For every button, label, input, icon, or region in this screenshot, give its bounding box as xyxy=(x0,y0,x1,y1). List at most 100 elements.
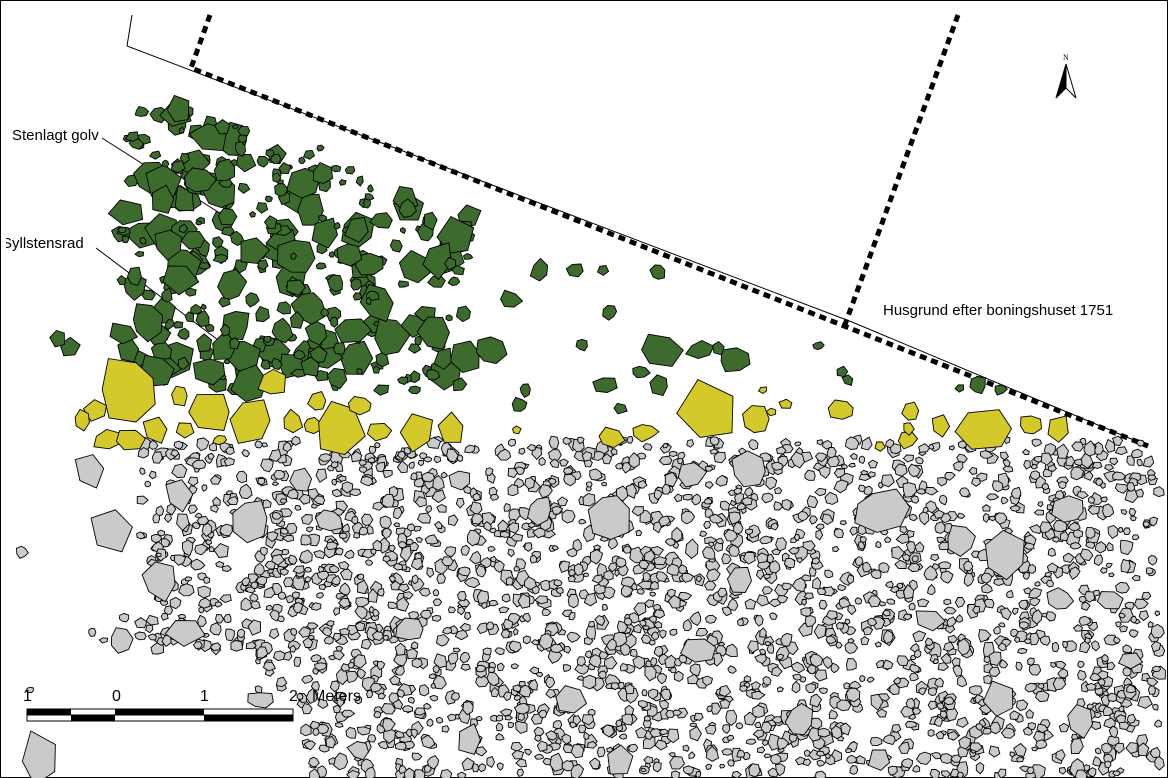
stone-other xyxy=(722,724,731,734)
stone-other xyxy=(141,561,176,603)
stone-other xyxy=(874,641,882,648)
stone-other xyxy=(978,629,992,643)
stone-other xyxy=(1016,647,1028,654)
stone-other xyxy=(958,736,971,750)
stone-other xyxy=(487,666,496,674)
stone-other xyxy=(955,614,964,623)
stone-other xyxy=(593,544,602,551)
stone-other xyxy=(452,647,461,653)
stone-other xyxy=(1137,742,1150,757)
stone-paved-floor xyxy=(338,179,347,186)
stone-other xyxy=(776,686,785,693)
stone-other xyxy=(504,715,514,721)
stone-other xyxy=(581,450,593,462)
stone-other xyxy=(529,554,538,564)
stone-other xyxy=(804,615,816,628)
stone-paved-floor xyxy=(132,303,164,343)
stone-other xyxy=(1152,703,1159,711)
stone-other xyxy=(136,531,146,540)
stone-other xyxy=(581,714,595,726)
stone-other xyxy=(382,634,390,641)
stone-paved-floor xyxy=(219,323,230,337)
stone-paved-floor xyxy=(365,296,372,306)
stone-other xyxy=(1091,461,1103,469)
stone-paved-floor xyxy=(399,227,406,234)
stone-other xyxy=(667,594,681,609)
stone-other xyxy=(797,510,809,522)
stone-other xyxy=(771,716,783,724)
stone-other xyxy=(1109,457,1119,466)
stone-paved-floor xyxy=(116,275,127,286)
stone-sill xyxy=(874,441,886,452)
stone-sill xyxy=(171,385,188,407)
stone-other xyxy=(388,544,396,553)
stone-other xyxy=(970,477,981,487)
stone-other xyxy=(877,482,884,489)
stone-paved-floor xyxy=(596,265,610,276)
stone-paved-floor xyxy=(613,402,628,415)
stone-sill xyxy=(347,396,372,416)
stone-other xyxy=(410,472,418,481)
stone-paved-floor xyxy=(124,131,140,142)
stone-other xyxy=(335,645,344,652)
stone-other xyxy=(859,675,866,683)
stone-other xyxy=(781,582,792,591)
stone-other xyxy=(704,724,717,735)
stone-other xyxy=(706,705,713,713)
stone-other xyxy=(1118,612,1126,619)
stone-other xyxy=(205,539,213,546)
stone-sill xyxy=(1020,415,1042,435)
stone-other xyxy=(1150,640,1162,653)
stone-other xyxy=(681,573,695,583)
stone-paved-floor xyxy=(330,316,339,328)
stone-other xyxy=(664,654,678,669)
stone-other xyxy=(927,729,935,737)
stone-other xyxy=(296,692,304,700)
stone-other xyxy=(589,548,604,565)
stone-other xyxy=(510,533,524,542)
stone-other xyxy=(1052,536,1061,543)
stone-other xyxy=(524,576,537,591)
stone-other xyxy=(329,680,340,693)
stone-other xyxy=(1034,581,1041,587)
stone-other xyxy=(432,665,440,674)
stone-other xyxy=(488,599,499,607)
stone-other xyxy=(321,627,333,637)
stone-other xyxy=(703,497,713,505)
stone-other xyxy=(937,662,950,671)
stone-other xyxy=(631,582,638,591)
stone-other xyxy=(563,467,574,475)
stone-other xyxy=(633,602,647,617)
stone-paved-floor xyxy=(363,197,371,209)
stone-other xyxy=(724,643,738,658)
stone-paved-floor xyxy=(350,277,363,291)
stone-other xyxy=(372,539,383,552)
stone-sill xyxy=(115,429,146,451)
stone-paved-floor xyxy=(161,287,173,303)
stone-other xyxy=(736,749,746,758)
stone-other xyxy=(225,446,235,455)
stone-other xyxy=(330,461,339,468)
stone-other xyxy=(1136,439,1145,447)
stone-paved-floor xyxy=(389,239,403,253)
stone-other xyxy=(588,654,602,669)
stone-other xyxy=(769,612,778,620)
stone-other xyxy=(1009,505,1021,512)
stone-other xyxy=(1153,486,1165,498)
stone-other xyxy=(603,655,618,670)
stone-other xyxy=(300,514,313,525)
stone-other xyxy=(913,649,922,659)
stone-other xyxy=(727,734,735,741)
stone-other xyxy=(902,454,914,463)
stone-other xyxy=(1028,524,1042,535)
stone-other xyxy=(196,437,210,452)
stone-other xyxy=(1095,478,1104,487)
stone-other xyxy=(596,746,606,758)
stone-other xyxy=(139,467,146,476)
stone-other xyxy=(316,570,330,581)
stone-other xyxy=(715,474,728,487)
stone-paved-floor xyxy=(994,384,1009,396)
stone-other xyxy=(411,574,419,585)
stone-other xyxy=(1045,611,1057,622)
stone-other xyxy=(502,691,513,702)
